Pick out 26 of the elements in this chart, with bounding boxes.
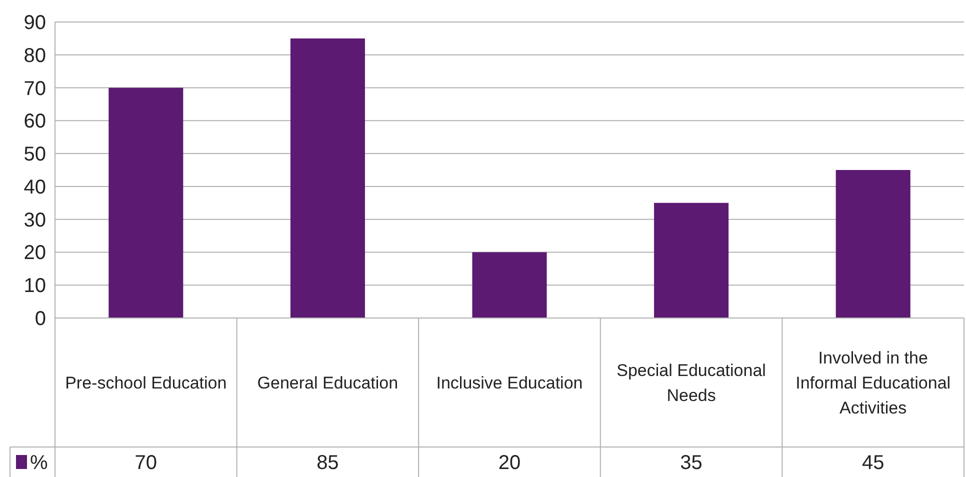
bar <box>108 88 184 318</box>
y-tick-label: 10 <box>24 275 46 298</box>
y-tick-label: 60 <box>24 110 46 133</box>
bar <box>472 252 547 318</box>
data-label: 85 <box>316 452 339 474</box>
data-label: 20 <box>498 452 521 474</box>
y-tick-label: 90 <box>24 12 46 34</box>
y-tick-label: 40 <box>24 176 46 198</box>
x-tick-label: General Education <box>257 373 398 392</box>
bar <box>654 202 729 318</box>
data-label: 70 <box>134 452 158 474</box>
x-tick-label: Involved in the Informal Educational Activities <box>796 348 951 418</box>
bar <box>836 170 910 318</box>
x-tick-label: Inclusive Education <box>436 373 583 392</box>
legend-label: % <box>30 452 48 474</box>
data-label: 45 <box>862 452 884 474</box>
y-tick-label: 70 <box>24 78 46 100</box>
data-label: 35 <box>680 452 702 474</box>
y-tick-label: 0 <box>34 308 46 330</box>
y-tick-label: 30 <box>24 209 46 232</box>
y-tick-label: 80 <box>24 44 46 67</box>
y-tick-label: 20 <box>24 242 46 264</box>
x-tick-label: Special Educational Needs <box>616 360 766 405</box>
x-tick-label: Pre-school Education <box>65 373 227 392</box>
bar <box>290 38 365 318</box>
y-tick-label: 50 <box>24 144 46 166</box>
